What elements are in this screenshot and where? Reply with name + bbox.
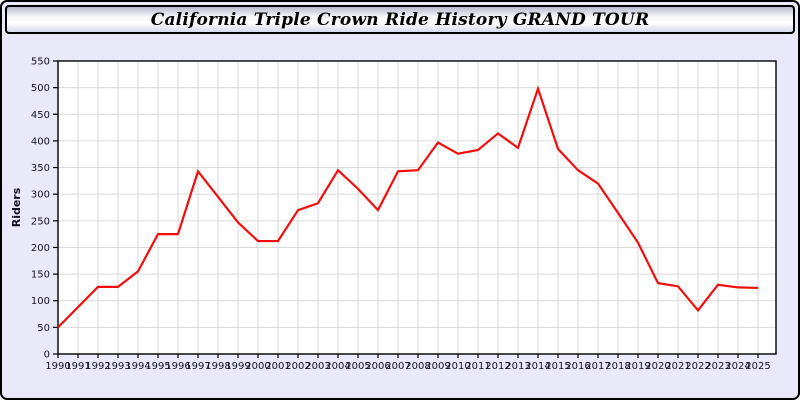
y-tick-label: 400 [31,136,50,147]
x-tick-label: 2017 [585,361,610,372]
y-axis-title: Riders [10,187,23,227]
x-tick-label: 2021 [665,361,690,372]
x-tick-label: 2019 [625,361,650,372]
x-tick-label: 2007 [385,361,410,372]
x-tick-label: 1995 [145,361,170,372]
x-tick-label: 2012 [485,361,510,372]
y-axis-ticks [53,60,58,355]
x-tick-label: 2025 [745,361,770,372]
x-axis-tick-labels: 1990199119921993199419951996199719981999… [45,361,770,372]
x-tick-label: 2015 [545,361,570,372]
x-tick-label: 2005 [345,361,370,372]
y-tick-label: 450 [31,110,50,121]
x-tick-label: 1996 [165,361,190,372]
title-bar: California Triple Crown Ride History GRA… [5,5,795,34]
x-tick-label: 2011 [465,361,490,372]
y-tick-label: 300 [31,190,50,201]
y-tick-label: 350 [31,163,50,174]
x-tick-label: 2016 [565,361,590,372]
x-tick-label: 1994 [125,361,150,372]
x-tick-label: 1997 [185,361,210,372]
x-tick-label: 1992 [85,361,110,372]
x-tick-label: 2013 [505,361,530,372]
page-title: California Triple Crown Ride History GRA… [150,9,650,30]
x-tick-label: 1999 [225,361,250,372]
x-tick-label: 1993 [105,361,130,372]
x-tick-label: 2018 [605,361,630,372]
x-tick-label: 2009 [425,361,450,372]
x-tick-label: 2002 [285,361,310,372]
y-tick-label: 0 [44,350,50,361]
x-tick-label: 1998 [205,361,230,372]
x-tick-label: 2006 [365,361,390,372]
x-tick-label: 2022 [685,361,710,372]
y-tick-label: 550 [31,57,50,68]
x-tick-label: 2001 [265,361,290,372]
y-tick-label: 500 [31,83,50,94]
y-axis-tick-labels: 0 50 100 150 200 250 300 350 400 450 500 550 [31,57,50,361]
x-tick-label: 2000 [245,361,270,372]
x-tick-label: 2024 [725,361,750,372]
y-tick-label: 50 [37,323,50,334]
x-tick-label: 2008 [405,361,430,372]
x-tick-label: 1991 [65,361,90,372]
x-tick-label: 2014 [525,361,550,372]
x-tick-label: 2004 [325,361,350,372]
x-axis-ticks [57,354,759,358]
plot-area-background [58,61,776,354]
vertical-gridlines [57,61,759,354]
x-tick-label: 2023 [705,361,730,372]
y-tick-label: 150 [31,270,50,281]
plot-area-border [57,60,777,355]
y-tick-label: 250 [31,216,50,227]
x-tick-label: 2010 [445,361,470,372]
x-tick-label: 1990 [45,361,70,372]
y-tick-label: 100 [31,296,50,307]
ride-history-line [57,85,759,329]
y-tick-label: 200 [31,243,50,254]
x-tick-label: 2003 [305,361,330,372]
x-tick-label: 2020 [645,361,670,372]
